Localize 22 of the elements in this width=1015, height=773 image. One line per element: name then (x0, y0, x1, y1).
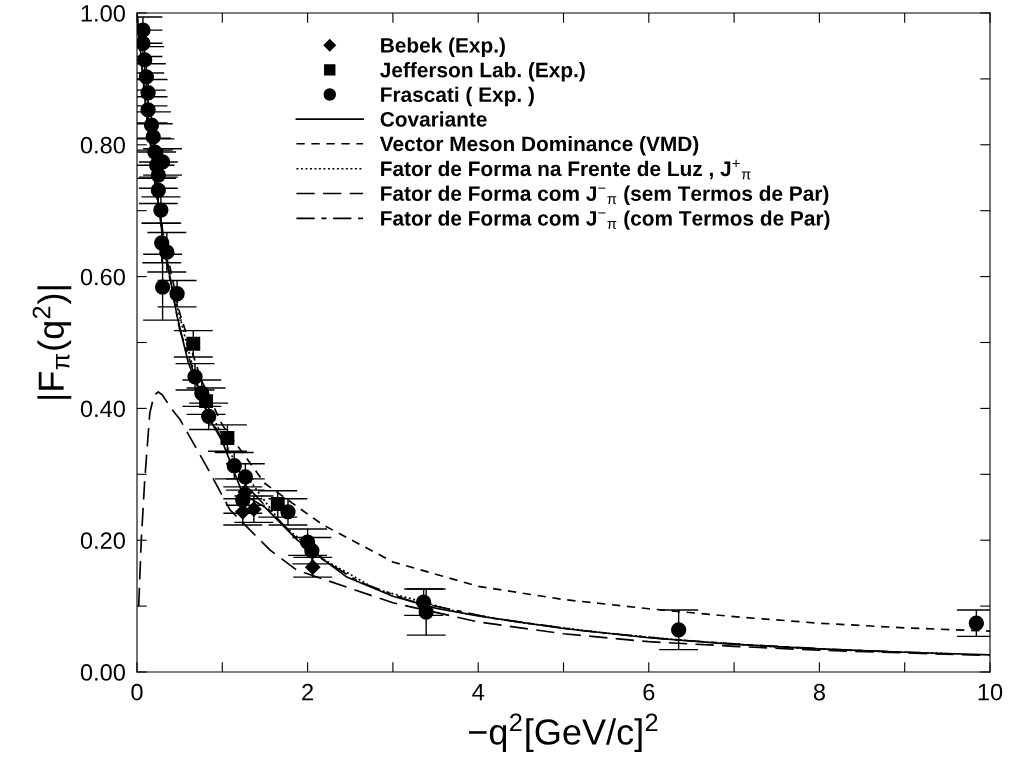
y-tick-label: 0.40 (80, 400, 125, 418)
legend-label: Fator de Forma com J$^{−}$$_{π}$ (com Termos de Par) (381, 210, 830, 230)
x-tick-label: 10 (978, 683, 1003, 701)
x-tick-label: 2 (302, 683, 313, 701)
legend-label: Vector Meson Dominance (VMD) (379, 135, 699, 156)
y-tick-label: 0.20 (80, 532, 125, 549)
legend-label: Jefferson Lab. (Exp.) (380, 62, 585, 82)
x-tick-label: 0 (131, 683, 143, 701)
y-tick-label: 1.00 (81, 5, 125, 22)
legend-label: Bebek (Exp.) (381, 37, 505, 57)
x-tick-label: 6 (643, 683, 655, 701)
x-axis-title: −q$^{2}$[GeV/c]$^{2}$ (469, 713, 658, 752)
x-tick-label: 8 (813, 683, 825, 701)
y-tick-label: 0.80 (80, 136, 125, 154)
legend-label: Covariante (380, 111, 487, 127)
legend-label: Frascati ( Exp. ) (381, 86, 534, 107)
legend-label: Fator de Forma na Frente de Luz , J$^{+}$$_{π}$ (381, 159, 751, 180)
y-axis-title: |F$_{π}$(q$^{2}$)| (32, 286, 72, 399)
y-tick-label: 0.60 (80, 268, 125, 286)
y-tick-label: 0.00 (80, 664, 125, 681)
legend-label: Fator de Forma com J$^{−}$$_{π}$ (sem Termos de Par) (381, 185, 829, 206)
x-tick-label: 4 (472, 683, 485, 701)
